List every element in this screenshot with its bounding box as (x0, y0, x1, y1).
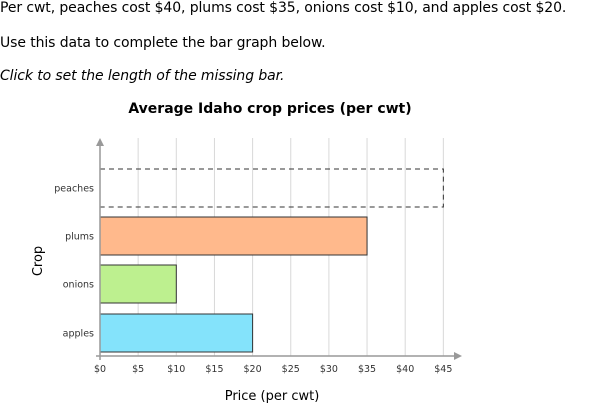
y-tick-label-apples: apples (63, 329, 94, 340)
axes (96, 138, 462, 360)
axis-labels: peaches plums onions apples $0 $5 $10 $15 $20 $25… (54, 184, 452, 376)
y-tick-label-onions: onions (63, 280, 94, 291)
x-tick-label: $15 (205, 364, 223, 375)
x-tick-label: $45 (434, 364, 452, 375)
bar-apples (99, 313, 254, 353)
x-tick-label: $40 (396, 364, 414, 375)
question-hint: Click to set the length of the missing b… (0, 68, 285, 84)
bar-plums (99, 216, 368, 256)
x-tick-label: $20 (244, 364, 262, 375)
x-tick-label: $0 (94, 364, 106, 375)
x-tick-label: $25 (282, 364, 300, 375)
x-tick-label: $10 (167, 364, 185, 375)
chart-title: Average Idaho crop prices (per cwt) (128, 101, 411, 117)
y-axis-title: Crop (31, 246, 46, 276)
bar-onions (99, 264, 177, 304)
y-tick-label-plums: plums (65, 232, 94, 243)
x-tick-label: $35 (358, 364, 376, 375)
question-prompt: Per cwt, peaches cost $40, plums cost $3… (0, 0, 567, 16)
x-tick-label: $30 (320, 364, 338, 375)
bars (99, 168, 444, 353)
question-instruction: Use this data to complete the bar graph … (0, 35, 326, 51)
x-axis-arrow (454, 352, 462, 360)
y-tick-label-peaches: peaches (54, 184, 94, 195)
missing-bar-peaches[interactable] (99, 168, 444, 208)
x-axis-title: Price (per cwt) (225, 389, 320, 404)
y-axis-arrow (96, 138, 104, 146)
x-tick-label: $5 (132, 364, 144, 375)
